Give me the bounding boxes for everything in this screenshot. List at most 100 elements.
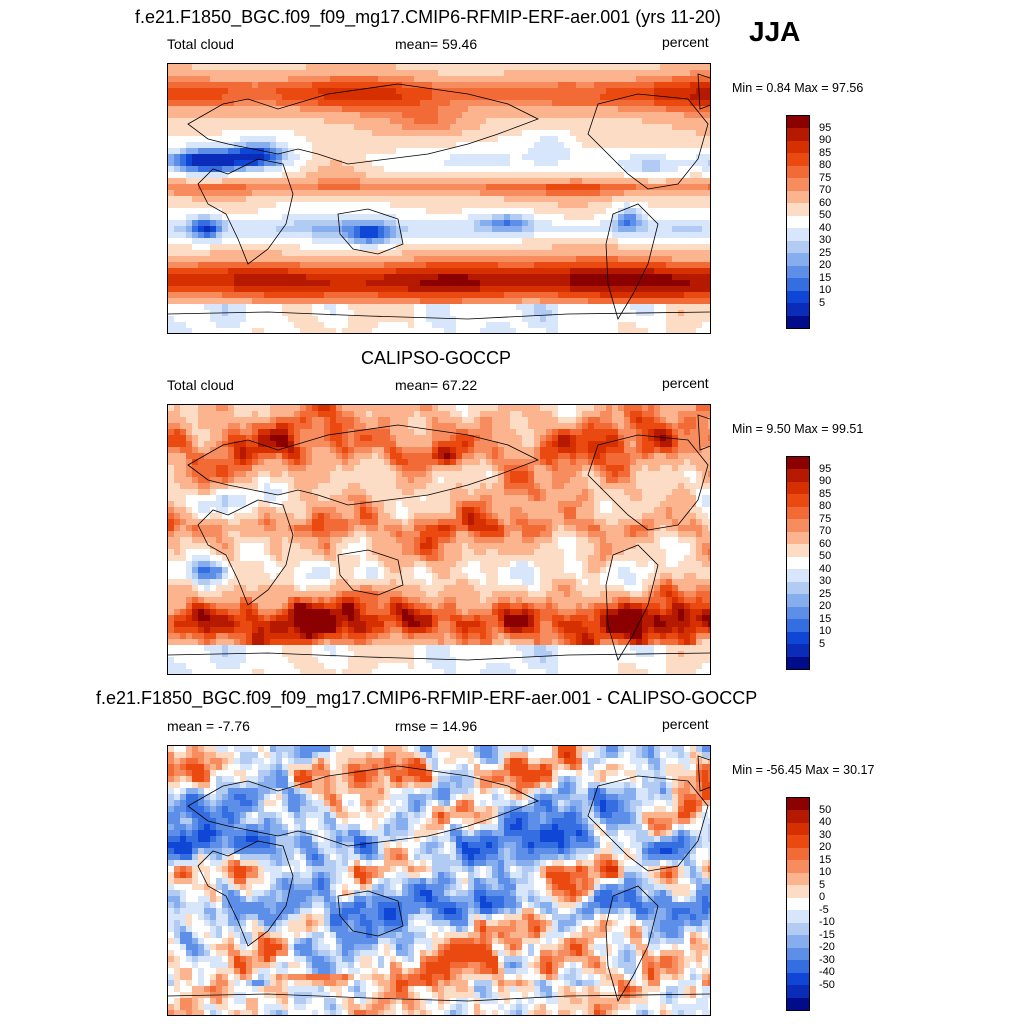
colorbar-swatch — [787, 960, 809, 973]
colorbar-swatch — [787, 116, 809, 129]
colorbar-swatch — [787, 165, 809, 179]
colorbar-tick-label: 60 — [819, 537, 832, 550]
panel-2-title: CALIPSO-GOCCP — [361, 348, 512, 368]
panel-2-colorbar — [786, 456, 810, 670]
panel-3-map-field — [168, 746, 710, 1015]
colorbar-swatch — [787, 810, 809, 823]
panel-1-map-field — [168, 64, 710, 333]
panel-1-mean-label: mean= 59.46 — [395, 36, 478, 52]
colorbar-swatch — [787, 128, 809, 141]
colorbar-swatch — [787, 506, 809, 520]
colorbar-tick-label: 30 — [819, 234, 832, 247]
colorbar-swatch — [787, 631, 809, 645]
colorbar-tick-label: 70 — [819, 184, 832, 197]
colorbar-tick-label: 25 — [819, 246, 832, 259]
colorbar-swatch — [787, 240, 809, 254]
colorbar-swatch — [787, 253, 809, 266]
colorbar-tick-label: 70 — [819, 525, 832, 538]
colorbar-swatch — [787, 835, 809, 848]
colorbar-tick-label: 30 — [819, 828, 832, 841]
colorbar-tick-label: -50 — [819, 978, 835, 991]
panel-1-map — [167, 63, 711, 334]
colorbar-tick-label: -30 — [819, 953, 835, 966]
panel-2-minmax: Min = 9.50 Max = 99.51 — [732, 422, 864, 436]
colorbar-swatch — [787, 265, 809, 279]
colorbar-tick-label: 80 — [819, 500, 832, 513]
colorbar-tick-label: 30 — [819, 575, 832, 588]
panel-2-units-label: percent — [662, 375, 709, 391]
colorbar-swatch — [787, 303, 809, 316]
colorbar-swatch — [787, 985, 809, 998]
colorbar-swatch — [787, 215, 809, 229]
panel-3-map — [167, 745, 711, 1016]
colorbar-tick-label: 95 — [819, 462, 832, 475]
colorbar-swatch — [787, 606, 809, 620]
colorbar-tick-label: 80 — [819, 159, 832, 172]
colorbar-tick-label: 75 — [819, 171, 832, 184]
colorbar-tick-label: 25 — [819, 587, 832, 600]
colorbar-swatch — [787, 885, 809, 898]
colorbar-swatch — [787, 822, 809, 836]
colorbar-tick-label: 15 — [819, 271, 832, 284]
colorbar-swatch — [787, 481, 809, 495]
colorbar-swatch — [787, 922, 809, 936]
colorbar-swatch — [787, 203, 809, 216]
colorbar-tick-label: 10 — [819, 625, 832, 638]
colorbar-tick-label: 5 — [819, 637, 826, 650]
panel-3-minmax: Min = -56.45 Max = 30.17 — [732, 763, 875, 777]
panel-1-colorbar — [786, 115, 810, 329]
colorbar-swatch — [787, 153, 809, 166]
colorbar-tick-label: 15 — [819, 853, 832, 866]
colorbar-tick-label: 50 — [819, 550, 832, 563]
colorbar-tick-label: 95 — [819, 121, 832, 134]
colorbar-tick-label: 15 — [819, 612, 832, 625]
colorbar-tick-label: 0 — [819, 891, 826, 904]
colorbar-tick-label: 90 — [819, 475, 832, 488]
colorbar-swatch — [787, 278, 809, 291]
colorbar-swatch — [787, 457, 809, 470]
colorbar-tick-label: 5 — [819, 296, 826, 309]
colorbar-swatch — [787, 556, 809, 570]
colorbar-tick-label: -20 — [819, 941, 835, 954]
colorbar-swatch — [787, 897, 809, 911]
colorbar-swatch — [787, 644, 809, 657]
colorbar-tick-label: 20 — [819, 259, 832, 272]
panel-3-rmse-label: rmse = 14.96 — [395, 718, 478, 734]
colorbar-tick-label: 90 — [819, 134, 832, 147]
colorbar-swatch — [787, 935, 809, 948]
panel-1-units-label: percent — [662, 34, 709, 50]
colorbar-tick-label: 40 — [819, 221, 832, 234]
panel-3-units-label: percent — [662, 716, 709, 732]
colorbar-tick-label: -40 — [819, 966, 835, 979]
colorbar-tick-label: 20 — [819, 600, 832, 613]
panel-1-minmax: Min = 0.84 Max = 97.56 — [732, 81, 864, 95]
colorbar-swatch — [787, 910, 809, 923]
colorbar-swatch — [787, 178, 809, 191]
colorbar-swatch — [787, 494, 809, 507]
colorbar-tick-label: -10 — [819, 916, 835, 929]
colorbar-swatch — [787, 531, 809, 545]
colorbar-swatch — [787, 798, 809, 811]
panel-1-variable-label: Total cloud — [167, 36, 234, 52]
colorbar-tick-label: 60 — [819, 196, 832, 209]
panel-3-colorbar — [786, 797, 810, 1011]
colorbar-swatch — [787, 190, 809, 204]
colorbar-swatch — [787, 972, 809, 986]
colorbar-swatch — [787, 569, 809, 582]
colorbar-tick-label: 10 — [819, 284, 832, 297]
colorbar-swatch — [787, 581, 809, 595]
season-label: JJA — [749, 16, 801, 47]
colorbar-swatch — [787, 860, 809, 873]
colorbar-tick-label: 40 — [819, 562, 832, 575]
colorbar-swatch — [787, 594, 809, 607]
panel-2-mean-label: mean= 67.22 — [395, 377, 478, 393]
colorbar-swatch — [787, 290, 809, 304]
colorbar-swatch — [787, 847, 809, 861]
colorbar-tick-label: 85 — [819, 487, 832, 500]
colorbar-tick-label: 50 — [819, 209, 832, 222]
colorbar-tick-label: 50 — [819, 803, 832, 816]
colorbar-tick-label: 5 — [819, 878, 826, 891]
panel-1-title: f.e21.F1850_BGC.f09_f09_mg17.CMIP6-RFMIP… — [135, 7, 721, 27]
panel-2-map-field — [168, 405, 710, 674]
colorbar-tick-label: 40 — [819, 816, 832, 829]
